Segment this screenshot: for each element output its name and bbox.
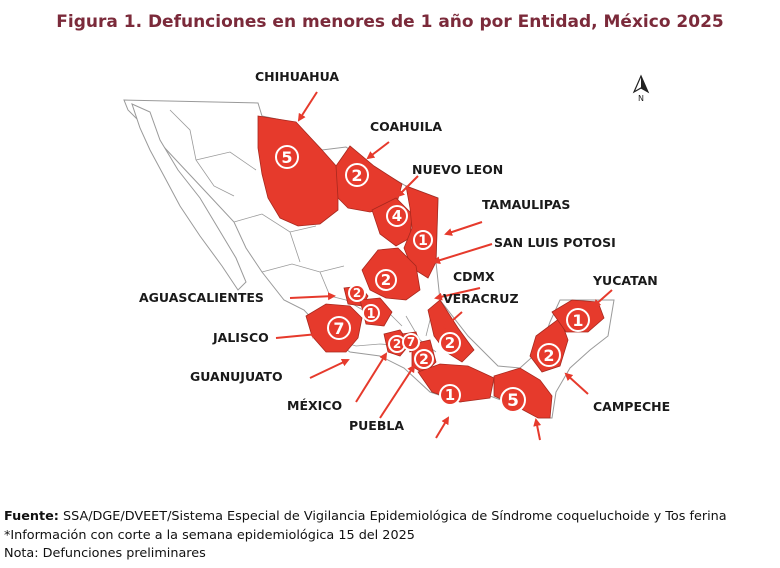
label-veracruz: VERACRUZ: [443, 291, 519, 306]
label-campeche: CAMPECHE: [593, 399, 670, 414]
preliminary-note: Nota: Defunciones preliminares: [4, 546, 206, 561]
label-coahuila: COAHUILA: [370, 119, 442, 134]
label-yucatan: YUCATAN: [592, 273, 658, 288]
mexico-map: N CHIHUAHUA COAHUILA NUEVO LEON TAMAULIP…: [123, 69, 670, 441]
marker-chiapas: 5: [500, 387, 526, 413]
death-markers: 5 2 4 1 2 2 1 7 2 7 2 2 1 5 2 1: [275, 145, 590, 413]
svg-text:4: 4: [392, 207, 402, 225]
pointer-arrows: [275, 91, 613, 441]
baja-california: [131, 103, 247, 291]
marker-yucatan: 1: [566, 308, 590, 332]
svg-text:1: 1: [572, 311, 583, 330]
source-text: SSA/DGE/DVEET/Sistema Especial de Vigila…: [58, 509, 727, 524]
marker-campeche: 2: [537, 343, 561, 367]
north-arrow-icon: N: [632, 74, 650, 103]
label-aguascalientes: AGUASCALIENTES: [139, 290, 264, 305]
marker-puebla: 2: [414, 349, 434, 369]
label-puebla: PUEBLA: [349, 418, 404, 433]
svg-text:2: 2: [543, 346, 554, 365]
state-chihuahua: [257, 115, 339, 227]
svg-text:7: 7: [407, 335, 415, 349]
cutoff-note: *Información con corte a la semana epide…: [4, 527, 415, 543]
marker-nuevo-leon: 4: [386, 205, 408, 227]
source-line: Fuente: SSA/DGE/DVEET/Sistema Especial d…: [4, 508, 778, 527]
svg-text:2: 2: [393, 337, 401, 351]
svg-text:1: 1: [366, 307, 375, 322]
svg-text:5: 5: [281, 148, 292, 167]
marker-oaxaca: 1: [439, 384, 461, 406]
svg-text:1: 1: [418, 233, 428, 249]
marker-cdmx: 7: [402, 333, 420, 351]
marker-jalisco: 7: [327, 316, 351, 340]
label-jalisco: JALISCO: [212, 330, 269, 345]
marker-coahuila: 2: [345, 163, 369, 187]
marker-aguascalientes: 2: [348, 284, 366, 302]
figure-title: Figura 1. Defunciones en menores de 1 añ…: [56, 12, 724, 32]
label-san-luis-potosi: SAN LUIS POTOSI: [494, 235, 616, 250]
label-mexico: MÉXICO: [287, 398, 342, 413]
marker-tamaulipas: 1: [413, 230, 433, 250]
svg-text:2: 2: [381, 271, 391, 289]
figure-footer: Fuente: SSA/DGE/DVEET/Sistema Especial d…: [4, 508, 778, 564]
label-chihuahua: CHIHUAHUA: [255, 69, 339, 84]
svg-text:2: 2: [353, 286, 361, 300]
svg-text:2: 2: [351, 166, 362, 185]
svg-text:5: 5: [507, 391, 519, 411]
svg-text:2: 2: [419, 352, 429, 368]
label-guanujuato: GUANUJUATO: [190, 369, 283, 384]
svg-text:1: 1: [445, 386, 455, 404]
label-nuevo-leon: NUEVO LEON: [412, 162, 503, 177]
marker-guanajuato: 1: [362, 304, 380, 322]
marker-san-luis-potosi: 2: [375, 269, 397, 291]
label-tamaulipas: TAMAULIPAS: [482, 197, 570, 212]
state-veracruz: [427, 299, 475, 363]
marker-veracruz: 2: [439, 332, 461, 354]
label-cdmx: CDMX: [453, 269, 495, 284]
marker-chihuahua: 5: [275, 145, 299, 169]
north-label: N: [638, 94, 644, 103]
svg-text:7: 7: [333, 319, 344, 338]
state-oaxaca: [417, 363, 495, 403]
source-label: Fuente:: [4, 509, 59, 524]
svg-text:2: 2: [445, 334, 455, 352]
state-labels: CHIHUAHUA COAHUILA NUEVO LEON TAMAULIPAS…: [139, 69, 670, 433]
